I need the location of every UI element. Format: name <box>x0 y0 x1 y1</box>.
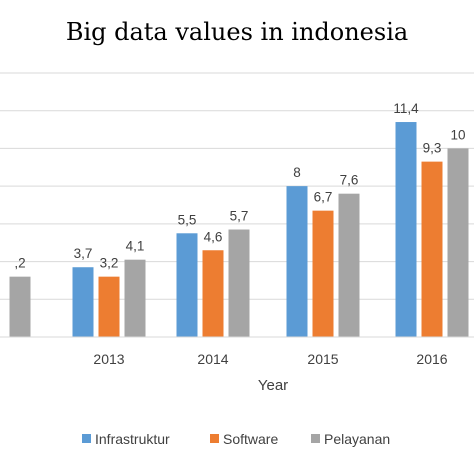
x-tick-label: 2013 <box>93 351 124 367</box>
bar-infrastruktur-2014 <box>176 233 198 337</box>
legend: Infrastruktur Software Pelayanan <box>82 431 390 447</box>
data-label: 7,6 <box>340 173 359 188</box>
legend-label: Infrastruktur <box>95 431 170 447</box>
bar-infrastruktur-2015 <box>286 186 308 337</box>
bar-pelayanan-2015 <box>338 193 360 337</box>
legend-swatch <box>82 434 91 443</box>
data-label: 5,7 <box>230 209 249 224</box>
gridlines <box>0 72 474 300</box>
bar-infrastruktur-2016 <box>395 122 417 338</box>
data-label: 3,2 <box>100 256 119 271</box>
bar-pelayanan-2014 <box>228 229 250 337</box>
x-tick-label: 2014 <box>197 351 228 367</box>
bars <box>9 122 469 338</box>
bar-software-2015 <box>312 210 334 337</box>
data-label: 6,7 <box>314 190 333 205</box>
data-label: 9,3 <box>423 141 442 156</box>
bar-pelayanan-2012 <box>9 276 31 337</box>
legend-swatch <box>210 434 219 443</box>
data-label: ,2 <box>14 256 25 271</box>
chart-title: Big data values in indonesia <box>66 18 408 46</box>
bar-software-2016 <box>421 161 443 337</box>
bar-infrastruktur-2013 <box>72 267 94 337</box>
legend-label: Pelayanan <box>324 431 390 447</box>
data-label: 11,4 <box>393 101 419 116</box>
data-label: 3,7 <box>74 246 93 261</box>
data-label: 8 <box>293 165 301 180</box>
data-label: 4,6 <box>204 229 223 244</box>
bar-software-2013 <box>98 276 120 337</box>
data-label: 10 <box>450 127 465 142</box>
legend-label: Software <box>223 431 278 447</box>
data-label: 4,1 <box>126 239 145 254</box>
bar-pelayanan-2013 <box>124 259 146 337</box>
data-label: 5,5 <box>178 212 197 227</box>
bar-software-2014 <box>202 250 224 337</box>
x-tick-labels: 2013 2014 2015 2016 <box>93 351 447 367</box>
x-tick-label: 2016 <box>416 351 447 367</box>
data-labels: 3,7 5,5 8 11,4 3,2 4,6 6,7 9,3 ,2 4,1 5,7 7,6 10 <box>14 101 465 271</box>
x-axis-label: Year <box>258 377 288 394</box>
x-tick-label: 2015 <box>307 351 338 367</box>
bar-pelayanan-2016 <box>447 148 469 337</box>
legend-swatch <box>311 434 320 443</box>
